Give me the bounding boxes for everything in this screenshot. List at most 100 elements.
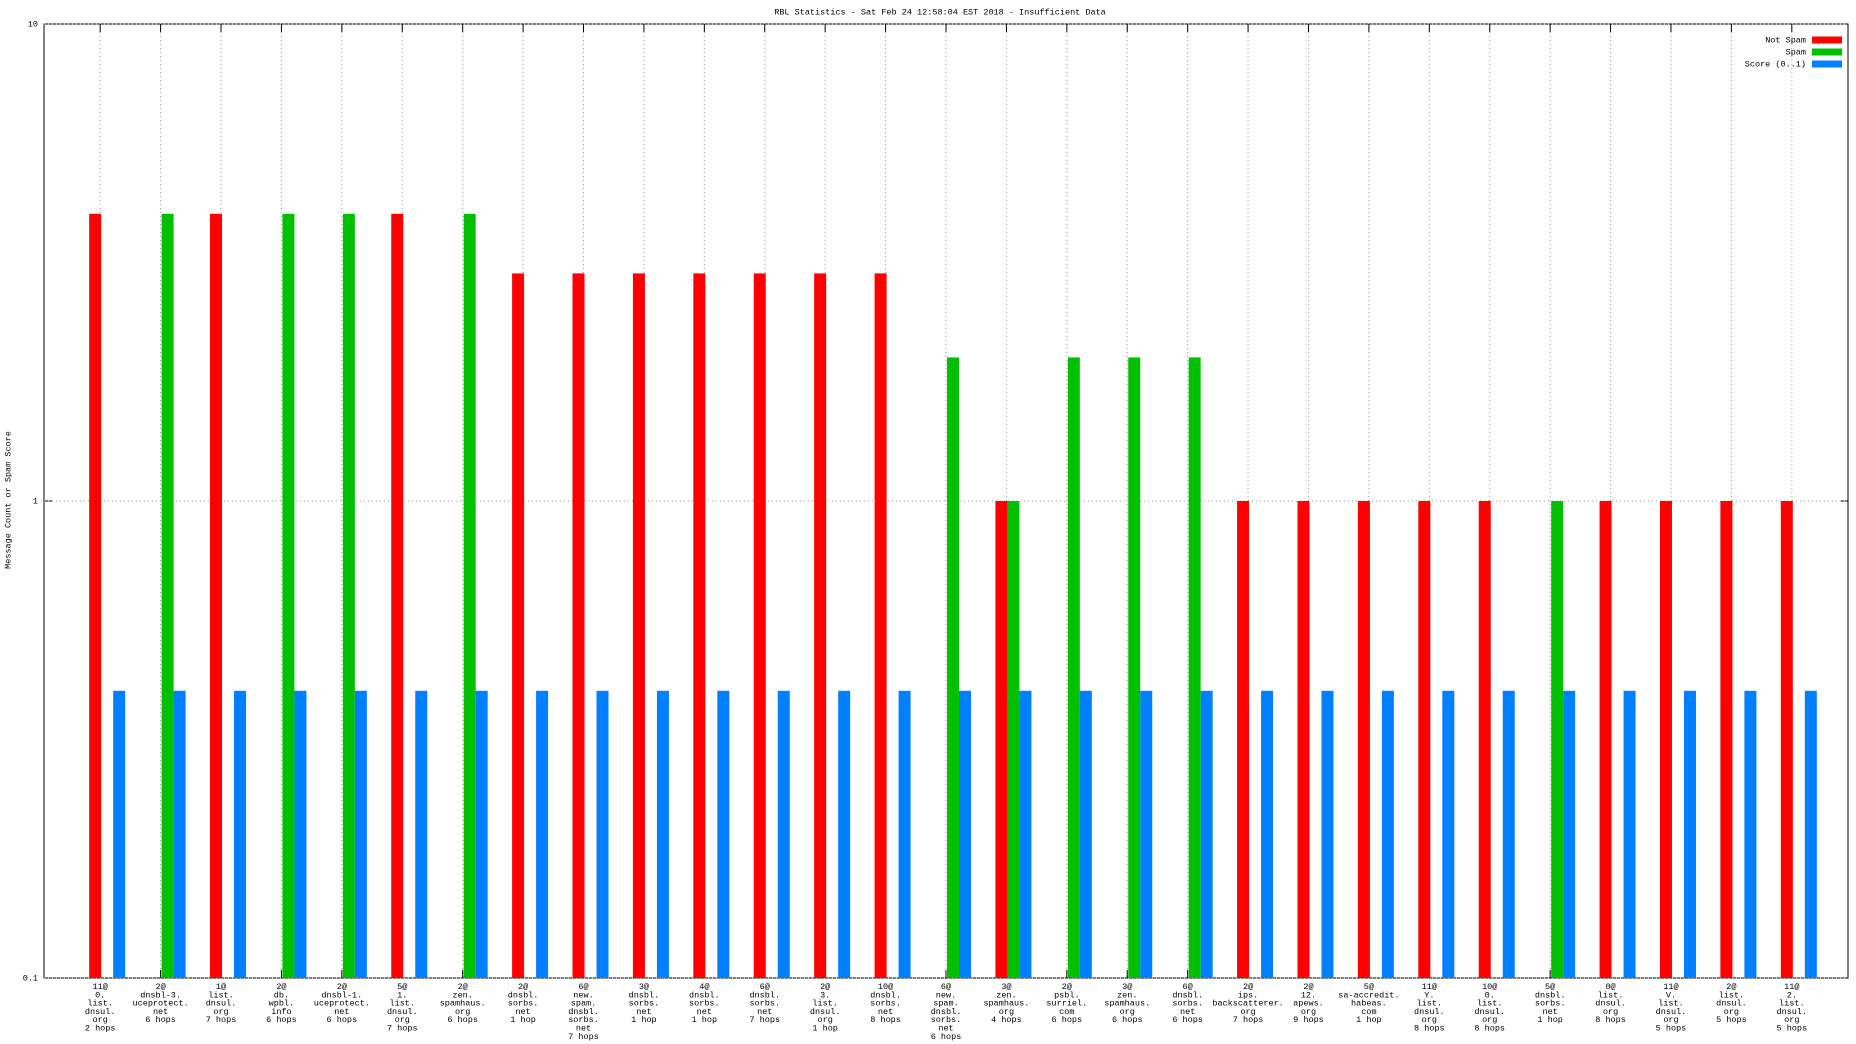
bar (1200, 690, 1213, 978)
x-tick-label-line: 4@ (699, 982, 709, 992)
x-tick-label-line: 6@ (941, 982, 951, 992)
x-tick-label-line: net (938, 1024, 953, 1034)
x-tick-label-line: org (1663, 1015, 1678, 1025)
x-tick-label-line: 1 hop (812, 1024, 838, 1034)
x-tick-label: 6@ new. spam. dnsbl. sorbs. net 6 hops (931, 982, 962, 1042)
x-tick-label: 2@ dnsbl. sorbs. net 1 hop (508, 982, 539, 1025)
bar (294, 690, 307, 978)
x-tick-label-line: 2@ (1303, 982, 1313, 992)
y-tick-label: 1 (33, 496, 38, 506)
x-tick-label-line: 8 hops (870, 1015, 901, 1025)
x-tick-label-line: net (515, 1007, 530, 1017)
x-tick-label-line: org (1301, 1007, 1316, 1017)
x-tick-label-line: net (1180, 1007, 1195, 1017)
bar (1551, 501, 1564, 978)
x-tick-label-line: net (153, 1007, 168, 1017)
bar (1079, 690, 1092, 978)
x-tick-label: 1@ list. dnsul. org 7 hops (206, 982, 237, 1025)
bar (777, 690, 790, 978)
x-tick-label-line: 6 hops (266, 1015, 297, 1025)
x-tick-label-line: 6@ (578, 982, 588, 992)
x-tick-label-line: sorbs. (508, 999, 539, 1009)
x-tick-label-line: dnsbl. (870, 991, 901, 1001)
x-tick-label-line: sorbs. (568, 1015, 599, 1025)
bar (1502, 690, 1515, 978)
x-tick-label-line: 3@ (1001, 982, 1011, 992)
x-tick-label-line: 5 hops (1656, 1024, 1687, 1034)
bar (814, 273, 827, 978)
x-tick-label-line: dnsul. (85, 1007, 116, 1017)
bar (161, 213, 174, 978)
x-tick-label-line: db. (274, 991, 289, 1001)
y-tick-label: 10 (28, 19, 38, 29)
x-tick-label-line: dnsbl-1. (321, 991, 362, 1001)
x-tick-label-line: spam. (571, 999, 597, 1009)
x-tick-label-line: 2@ (518, 982, 528, 992)
x-tick-label-line: org (999, 1007, 1014, 1017)
x-tick-label-line: 8 hops (1414, 1024, 1445, 1034)
x-tick-label-line: 2 hops (85, 1024, 116, 1034)
x-tick-label: 5@ sa-accredit. habeas. com 1 hop (1338, 982, 1399, 1025)
bar (415, 690, 428, 978)
x-tick-label-line: 5@ (1545, 982, 1555, 992)
bar (89, 213, 102, 978)
bar (717, 690, 730, 978)
x-tick-label-line: 2@ (820, 982, 830, 992)
x-tick-label-line: zen. (1117, 991, 1137, 1001)
x-tick-label-line: 2@ (155, 982, 165, 992)
x-tick-label-line: 1@ (216, 982, 226, 992)
bar (1780, 501, 1793, 978)
bar (1261, 690, 1274, 978)
x-tick-label: 2@ dnsbl-1. uceprotect. net 6 hops (314, 982, 370, 1025)
x-tick-label: 5@ dnsbl. sorbs. net 1 hop (1535, 982, 1566, 1025)
bar (693, 273, 706, 978)
x-tick-label-line: psbl. (1054, 991, 1080, 1001)
bar (1237, 501, 1250, 978)
x-tick-label-line: 8 hops (1595, 1015, 1626, 1025)
x-tick-label-line: 8 hops (1474, 1024, 1505, 1034)
x-tick-label: 6@ dnsbl. sorbs. net 6 hops (1172, 982, 1203, 1025)
x-tick-label-line: org (1240, 1007, 1255, 1017)
x-tick-label-line: 1 hop (1356, 1015, 1382, 1025)
x-tick-label-line: 2@ (1062, 982, 1072, 992)
x-tick-label-line: 3. (820, 991, 830, 1001)
x-tick-label: 3@ dnsbl. sorbs. net 1 hop (629, 982, 660, 1025)
x-tick-label-line: 9 hops (1293, 1015, 1324, 1025)
x-tick-label-line: sorbs. (749, 999, 780, 1009)
x-tick-label-line: 12. (1301, 991, 1316, 1001)
x-tick-label-line: 2@ (458, 982, 468, 992)
x-tick-label-line: spamhaus. (983, 999, 1029, 1009)
x-tick-label-line: backscatterer. (1212, 999, 1283, 1009)
x-tick-label-line: list. (208, 991, 234, 1001)
bar (1599, 501, 1612, 978)
bar (995, 501, 1008, 978)
x-tick-label-line: list. (1598, 991, 1624, 1001)
x-tick-label-line: org (1724, 1007, 1739, 1017)
bar (1321, 690, 1334, 978)
x-tick-label-line: list. (1658, 999, 1684, 1009)
chart-title: RBL Statistics - Sat Feb 24 12:58:04 EST… (774, 7, 1106, 17)
x-tick-label-line: net (1542, 1007, 1557, 1017)
x-tick-label-line: 7 hops (206, 1015, 237, 1025)
x-tick-label: 0@ list. dnsul. org 8 hops (1595, 982, 1626, 1025)
bar (656, 690, 669, 978)
bar (874, 273, 887, 978)
x-tick-label-line: sorbs. (1535, 999, 1566, 1009)
x-tick-label-line: dnsul. (1414, 1007, 1445, 1017)
bar (113, 690, 126, 978)
bar (342, 213, 355, 978)
x-tick-label: 2@ 12. apews. org 9 hops (1293, 982, 1324, 1025)
bar (234, 690, 247, 978)
legend-swatch (1812, 60, 1842, 68)
x-tick-label-line: 6 hops (1172, 1015, 1203, 1025)
bar (596, 690, 609, 978)
bar (1007, 501, 1020, 978)
x-tick-label-line: 7 hops (1233, 1015, 1264, 1025)
x-tick-label-line: org (1422, 1015, 1437, 1025)
bar (536, 690, 549, 978)
x-tick-label-line: 4 hops (991, 1015, 1022, 1025)
x-tick-label-line: sorbs. (689, 999, 720, 1009)
x-tick-label-line: dnsbl. (1172, 991, 1203, 1001)
x-tick-label-line: zen. (452, 991, 472, 1001)
x-tick-label-line: Y. (1424, 991, 1434, 1001)
